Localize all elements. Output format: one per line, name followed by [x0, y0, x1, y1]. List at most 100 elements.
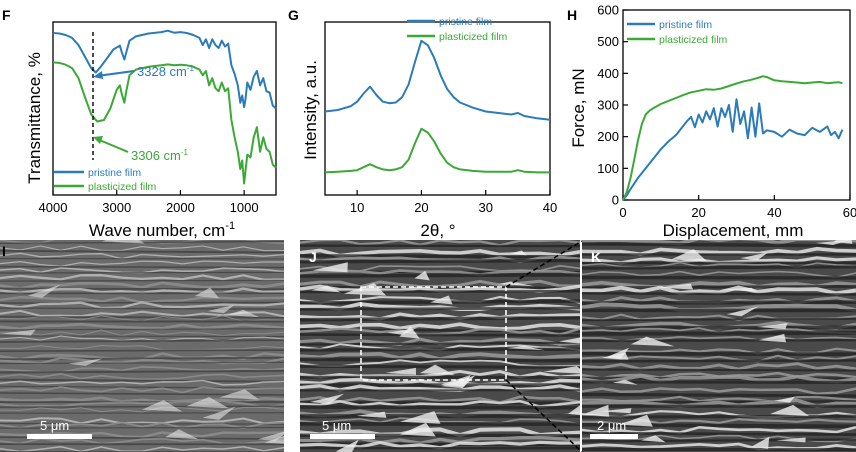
semK-fiber [582, 246, 856, 256]
annotation-3306-sup: -1 [181, 148, 189, 157]
annotation-3328: 3328 cm-1 [137, 64, 195, 79]
series-lines-F [52, 29, 277, 185]
semJ-flake [385, 367, 416, 375]
semI-groove [0, 307, 284, 310]
semJ-flake [414, 270, 430, 281]
scalebar-label-I: 5 μm [40, 418, 69, 433]
semK-fiber [582, 362, 856, 371]
semJ-groove [300, 289, 580, 294]
plot-frame-G [324, 21, 551, 196]
semJ-groove [300, 244, 580, 248]
semK-flake [720, 287, 758, 292]
semI-groove [0, 349, 284, 353]
semJ-groove [300, 316, 580, 322]
y-tick-label-H-2: 200 [597, 129, 619, 144]
zoom-connector-bottom [505, 379, 583, 452]
annotation-arrow-pristine [96, 70, 135, 77]
semK-fiber [582, 387, 856, 395]
scalebar-label-K: 2 μm [597, 418, 626, 433]
x-tick-label-H-0: 0 [619, 205, 626, 220]
annotation-arrow-plasticized [96, 138, 129, 153]
x-tick-label-G-1: 20 [414, 200, 428, 215]
semK-fiber [582, 398, 856, 409]
scalebar-I [27, 434, 92, 439]
semI-fiber [0, 344, 284, 351]
series-line-F-plasticized [52, 61, 277, 185]
legend-label-F-plasticized: plasticized film [88, 181, 157, 193]
scalebar-K [590, 434, 638, 439]
semI-groove [0, 405, 284, 408]
semI-groove [0, 426, 284, 429]
sem-image-J [300, 240, 580, 452]
axis-title-y-G: Intensity, a.u. [301, 60, 320, 160]
x-tick-label-G-3: 40 [543, 200, 557, 215]
semI-fiber [0, 335, 284, 342]
semK-flake [776, 437, 806, 443]
semI-fiber [0, 373, 284, 381]
y-tick-label-H-4: 400 [597, 66, 619, 81]
semI-flake [165, 429, 199, 440]
semJ-flake [335, 439, 359, 452]
semJ-flake [543, 366, 580, 374]
semK-fiber [582, 285, 856, 296]
semI-groove [0, 335, 284, 338]
semK-flake [582, 404, 609, 417]
semK-fiber [582, 240, 856, 246]
semK-groove [582, 368, 856, 372]
semI-groove [0, 271, 284, 274]
semI-fiber [0, 421, 284, 429]
semK-flake [726, 306, 759, 317]
semK-flake [756, 323, 788, 329]
semJ-fiber [300, 312, 580, 321]
semI-flake [1, 329, 36, 336]
semJ-flake [507, 346, 545, 351]
semI-flake [226, 309, 260, 318]
semJ-groove [300, 273, 580, 278]
semI-flake [27, 284, 61, 298]
semK-flake [601, 352, 629, 360]
semI-fiber [0, 406, 284, 413]
semK-groove [582, 414, 856, 419]
semK-groove [582, 331, 856, 336]
y-tick-label-H-5: 500 [597, 34, 619, 49]
axis-title-x-F-sup: -1 [225, 220, 235, 232]
legend-label-H-pristine: pristine film [659, 19, 712, 31]
semI-groove [0, 328, 284, 331]
semI-flake [202, 406, 236, 420]
semJ-flake [343, 283, 387, 296]
semI-groove [0, 369, 284, 374]
semI-flake [264, 436, 284, 444]
semK-flake [656, 283, 694, 290]
annotation-3306-text: 3306 cm [131, 148, 181, 163]
x-tick-label-H-1: 20 [691, 205, 705, 220]
zoom-connector-top [505, 240, 583, 288]
semI-flake [219, 389, 259, 400]
x-tick-label-H-2: 40 [767, 205, 781, 220]
semJ-flake [497, 281, 535, 287]
panel-letter-H: H [567, 7, 577, 23]
semI-fiber [0, 245, 284, 252]
x-tick-label-G-0: 10 [350, 200, 364, 215]
sem-image-I [0, 240, 284, 452]
semK-flake [671, 249, 707, 262]
scalebar-label-J: 5 μm [322, 418, 351, 433]
semI-groove [0, 279, 284, 282]
annotation-arrowhead-plasticized [93, 136, 103, 144]
semJ-fiber [300, 240, 580, 247]
semK-flake [612, 379, 638, 385]
semK-flake [751, 436, 770, 449]
semK-groove [582, 242, 856, 248]
axes-G: 10 20 30 40 [324, 21, 557, 215]
series-line-H-plasticized [622, 75, 843, 201]
semK-flake [770, 404, 810, 416]
semI-flake [194, 287, 219, 299]
semI-fiber [0, 274, 284, 281]
axis-title-x-F-text: Wave number, cm [89, 221, 225, 240]
semI-flake [101, 240, 145, 244]
semK-groove [582, 359, 856, 363]
semJ-fiber [300, 322, 580, 331]
semK-groove [582, 292, 856, 296]
semI-fiber [0, 386, 284, 394]
semK-flake [833, 240, 853, 244]
